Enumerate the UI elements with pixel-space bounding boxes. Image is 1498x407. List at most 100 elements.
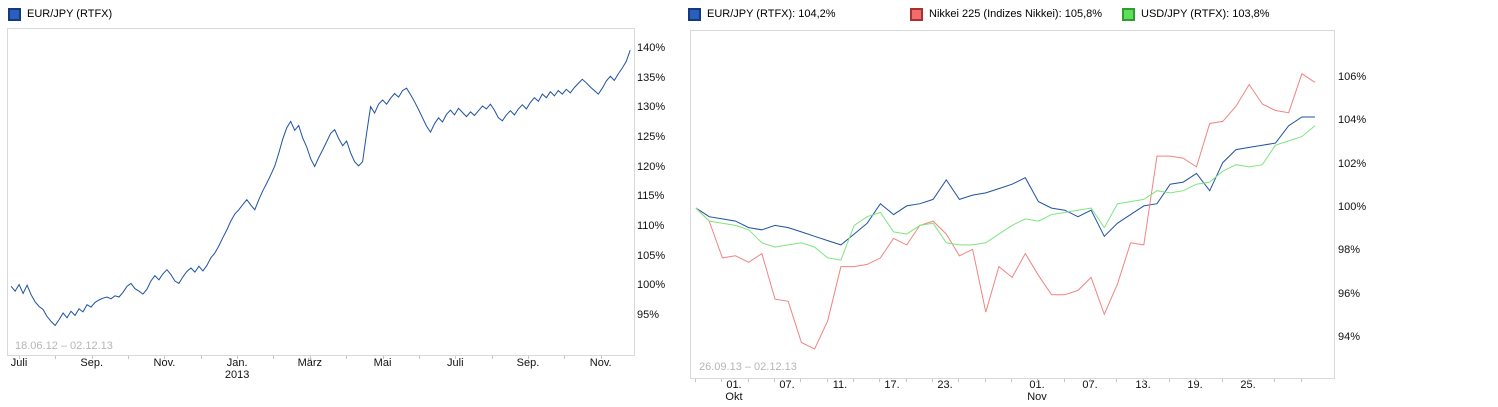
x-axis-tick-label: 25.	[1240, 379, 1256, 391]
y-axis-tick-label: 135%	[637, 71, 666, 84]
x-axis-tick-label: 13.	[1135, 379, 1151, 391]
x-axis-minor-tick	[309, 356, 311, 359]
y-axis-tick-label: 104%	[1338, 114, 1367, 127]
x-axis-tick-label: Nov.	[153, 357, 176, 369]
y-axis-tick-label: 95%	[637, 309, 660, 321]
x-axis-tick-label: März	[297, 357, 323, 369]
x-axis-tick-sublabel: 2013	[224, 369, 250, 381]
x-axis-minor-tick	[800, 379, 802, 382]
x-axis-minor-tick	[1011, 379, 1013, 382]
x-axis-minor-tick	[55, 356, 57, 359]
legend-swatch-icon	[8, 8, 21, 21]
x-axis-minor-tick	[382, 356, 384, 359]
x-axis-minor-tick	[491, 356, 493, 359]
x-axis-tick-label: 01.	[726, 379, 742, 391]
x-axis-minor-tick	[879, 379, 881, 382]
x-axis-minor-tick	[905, 379, 907, 382]
series-line-1	[695, 72, 1316, 350]
x-axis-tick-sublabel: Nov	[1027, 391, 1047, 403]
y-axis-tick-label: 125%	[637, 131, 666, 143]
x-axis-tick-label: Nov.	[589, 357, 612, 369]
series-line-0	[695, 116, 1315, 246]
y-axis-tick-label: 140%	[637, 41, 666, 54]
series-line-2	[695, 125, 1316, 261]
x-axis-minor-tick	[455, 356, 457, 359]
series-line-0	[10, 50, 631, 327]
x-axis-minor-tick	[564, 356, 566, 359]
x-axis-minor-tick	[1248, 379, 1250, 382]
x-axis-minor-tick	[237, 356, 239, 359]
x-axis-tick-label: 07.	[1082, 379, 1098, 391]
x-axis-minor-tick	[984, 379, 986, 382]
x-axis-minor-tick	[774, 379, 776, 382]
plot-area: 18.06.12 – 02.12.13	[7, 28, 635, 356]
y-axis-tick-label: 110%	[637, 220, 665, 232]
x-axis-tick-label: 01.	[1029, 379, 1045, 391]
y-axis-tick-label: 106%	[1338, 71, 1367, 84]
x-axis-minor-tick	[346, 356, 348, 359]
x-axis-minor-tick	[1063, 379, 1065, 382]
legend-item-0: EUR/JPY (RTFX): 104,2%	[688, 7, 836, 21]
x-axis-minor-tick	[1037, 379, 1039, 382]
x-axis-tick-label: 17.	[884, 379, 900, 391]
x-axis-minor-tick	[164, 356, 166, 359]
y-axis-tick-label: 100%	[637, 279, 666, 292]
x-axis-minor-tick	[1300, 379, 1302, 382]
x-axis-minor-tick	[1195, 379, 1197, 382]
x-axis-minor-tick	[1142, 379, 1144, 382]
x-axis-minor-tick	[932, 379, 934, 382]
x-axis-tick-label: Mai	[373, 357, 392, 369]
y-axis-tick-label: 115%	[637, 190, 665, 203]
x-axis-minor-tick	[1274, 379, 1276, 382]
x-axis-minor-tick	[1116, 379, 1118, 382]
x-axis-minor-tick	[273, 356, 275, 359]
x-axis-minor-tick	[721, 379, 723, 382]
y-axis-tick-label: 105%	[637, 249, 666, 262]
x-axis-minor-tick	[695, 379, 696, 382]
y-axis-tick-label: 130%	[637, 101, 666, 114]
x-axis-minor-tick	[418, 356, 420, 359]
y-axis-tick-label: 102%	[1338, 157, 1367, 170]
legend-label: EUR/JPY (RTFX): 104,2%	[707, 8, 836, 20]
x-axis-tick-label: 11.	[832, 379, 848, 391]
x-axis-minor-tick	[747, 379, 749, 382]
x-axis-tick-label: 19.	[1187, 379, 1203, 391]
legend-swatch-icon	[910, 8, 923, 21]
plot-svg	[695, 72, 1316, 350]
legend-item-1: Nikkei 225 (Indizes Nikkei): 105,8%	[910, 7, 1102, 21]
x-axis-minor-tick	[91, 356, 93, 359]
y-axis-tick-label: 96%	[1338, 287, 1361, 300]
legend-label: USD/JPY (RTFX): 103,8%	[1141, 8, 1270, 20]
x-axis-tick-label: Sep.	[516, 357, 540, 369]
x-axis-tick-label: Jan.	[226, 357, 248, 369]
x-axis-tick-label: 23.	[937, 379, 953, 391]
x-axis-tick-label: 07.	[779, 379, 795, 391]
legend-label: EUR/JPY (RTFX)	[27, 8, 113, 20]
y-axis-tick-label: 94%	[1338, 331, 1361, 344]
x-axis-minor-tick	[200, 356, 202, 359]
y-axis-tick-label: 100%	[1338, 201, 1367, 214]
x-axis-minor-tick	[128, 356, 130, 359]
date-range-label: 26.09.13 – 02.12.13	[699, 361, 797, 373]
x-axis-minor-tick	[19, 356, 21, 359]
x-axis-minor-tick	[826, 379, 828, 382]
legend-label: Nikkei 225 (Indizes Nikkei): 105,8%	[929, 8, 1103, 20]
x-axis-minor-tick	[1090, 379, 1092, 382]
plot-area: 26.09.13 – 02.12.13	[690, 30, 1335, 379]
x-axis-minor-tick	[600, 356, 602, 359]
legend-swatch-icon	[688, 8, 701, 21]
x-axis-tick-label: Sep.	[80, 357, 104, 369]
legend-swatch-icon	[1122, 8, 1135, 21]
y-axis-tick-label: 98%	[1338, 244, 1361, 257]
x-axis-minor-tick	[527, 356, 529, 359]
date-range-label: 18.06.12 – 02.12.13	[15, 340, 113, 352]
x-axis-tick-label: Juli	[10, 357, 28, 369]
x-axis-minor-tick	[1221, 379, 1223, 382]
x-axis-minor-tick	[853, 379, 855, 382]
legend-item-0: EUR/JPY (RTFX)	[8, 7, 112, 21]
x-axis-tick-label: Juli	[447, 357, 464, 369]
x-axis-tick-sublabel: Okt	[725, 391, 743, 403]
x-axis-minor-tick	[958, 379, 960, 382]
plot-svg	[10, 50, 631, 327]
y-axis-tick-label: 120%	[637, 160, 666, 173]
